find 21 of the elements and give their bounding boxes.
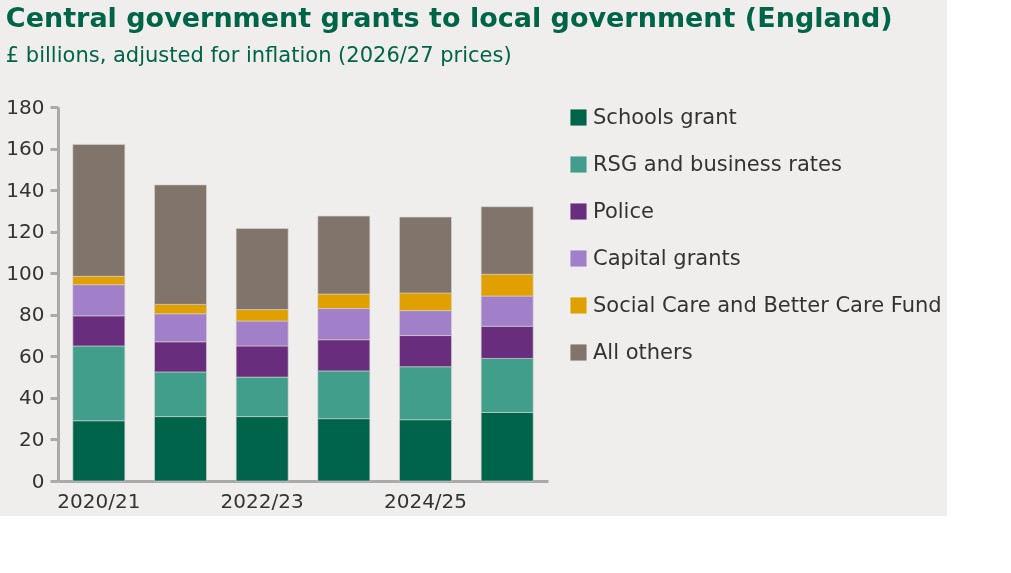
y-tick-label: 120 (6, 219, 45, 244)
y-tick-label: 40 (19, 385, 45, 410)
y-tick-label: 20 (19, 426, 45, 451)
x-tick-label: 2020/21 (57, 488, 141, 513)
y-tick-label: 160 (6, 136, 45, 161)
legend-label: Capital grants (593, 245, 741, 270)
y-tick-label: 180 (6, 94, 45, 119)
legend-label: RSG and business rates (593, 151, 842, 176)
legend-label: Police (593, 198, 654, 223)
legend-label: All others (593, 339, 693, 364)
y-tick-label: 60 (19, 343, 45, 368)
y-tick-label: 80 (19, 302, 45, 327)
chart-subtitle: £ billions, adjusted for inflation (2026/27 prices) (5, 43, 512, 67)
chart-title: Central government grants to local government (England) (5, 2, 893, 33)
y-tick-label: 140 (6, 177, 45, 202)
y-tick-label: 100 (6, 260, 45, 285)
legend-label: Schools grant (593, 104, 737, 129)
x-tick-label: 2022/23 (220, 488, 304, 513)
x-tick-label: 2024/25 (383, 488, 468, 513)
y-tick-label: 0 (31, 468, 45, 493)
legend-label: Social Care and Better Care Fund (593, 292, 942, 317)
